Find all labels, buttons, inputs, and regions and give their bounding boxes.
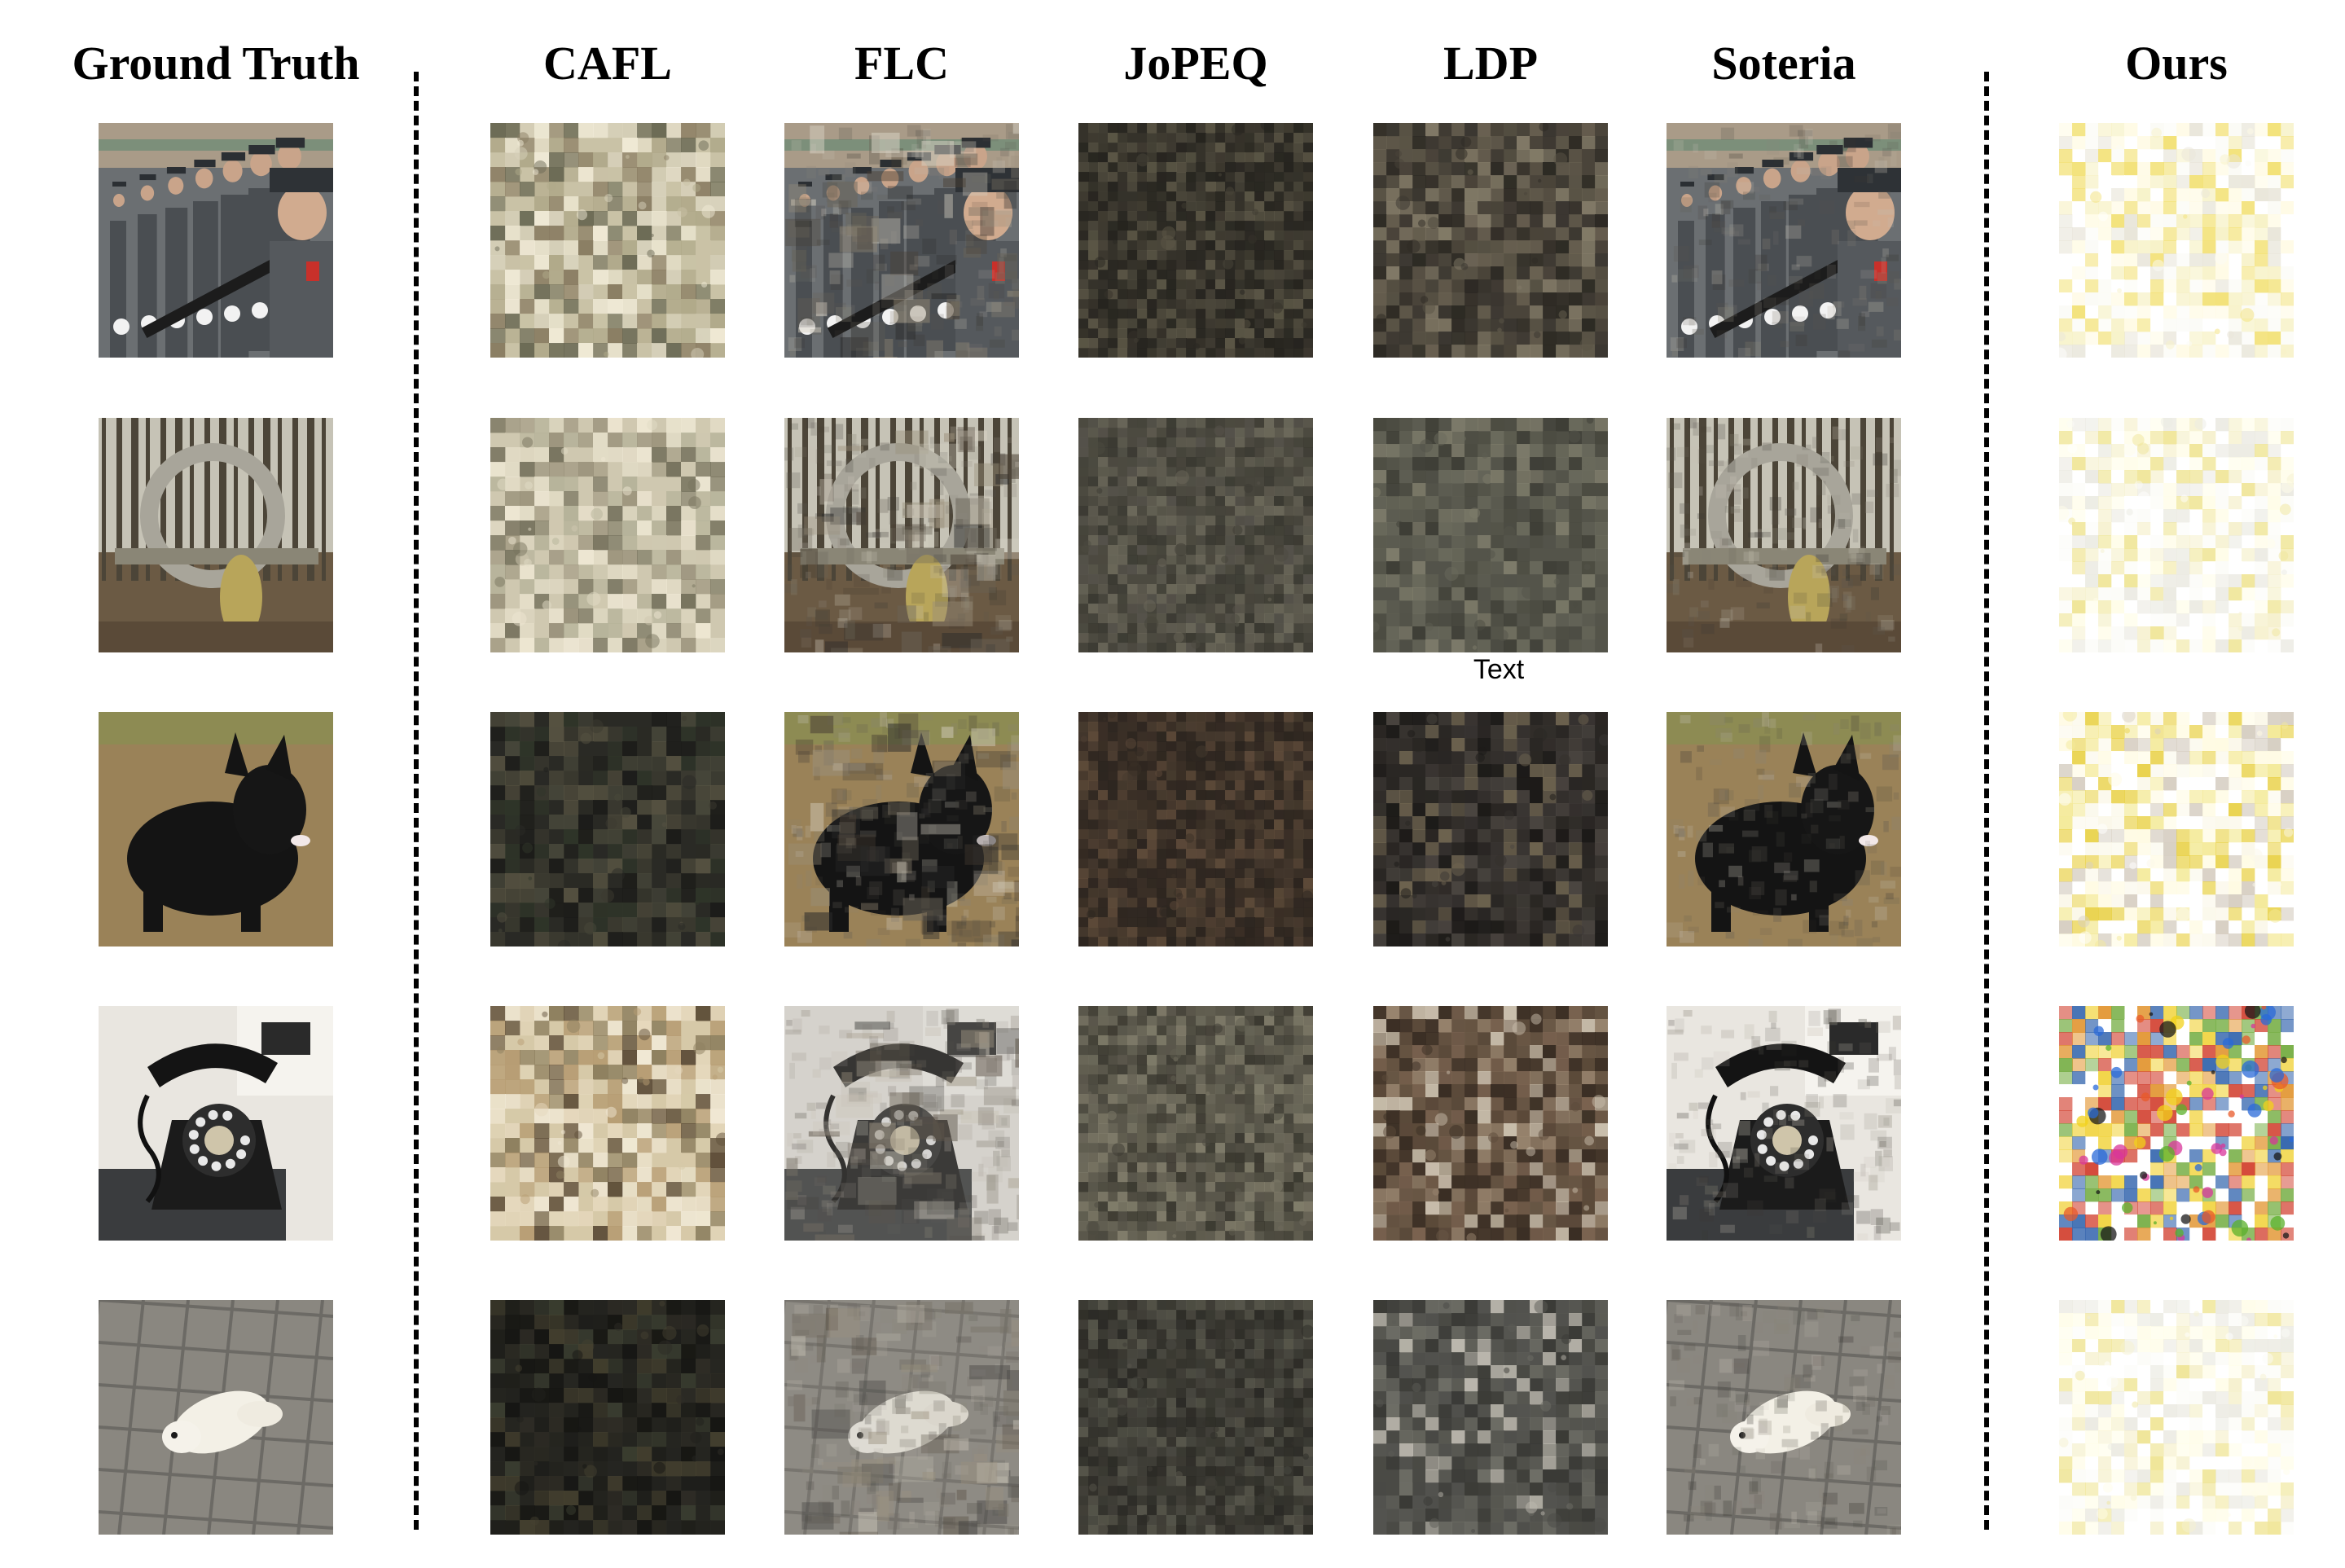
image-soteria-row-5 xyxy=(1667,1300,1901,1535)
image-flc-row-5 xyxy=(784,1300,1019,1535)
image-gt-row-1 xyxy=(99,123,333,358)
image-ldp-row-5 xyxy=(1373,1300,1608,1535)
image-soteria-row-1 xyxy=(1667,123,1901,358)
image-ours-row-5 xyxy=(2059,1300,2294,1535)
column-title-ldp: LDP xyxy=(1443,37,1538,90)
image-jopeq-row-5 xyxy=(1078,1300,1313,1535)
image-cafl-row-2 xyxy=(490,418,725,652)
image-gt-row-3 xyxy=(99,712,333,947)
column-title-soteria: Soteria xyxy=(1711,37,1856,90)
image-flc-row-3 xyxy=(784,712,1019,947)
image-flc-row-1 xyxy=(784,123,1019,358)
image-soteria-row-4 xyxy=(1667,1006,1901,1241)
image-ours-row-3 xyxy=(2059,712,2294,947)
image-ours-row-1 xyxy=(2059,123,2294,358)
image-soteria-row-3 xyxy=(1667,712,1901,947)
image-ours-row-4 xyxy=(2059,1006,2294,1241)
image-ours-row-2 xyxy=(2059,418,2294,652)
image-ldp-row-3 xyxy=(1373,712,1608,947)
image-jopeq-row-2 xyxy=(1078,418,1313,652)
image-jopeq-row-4 xyxy=(1078,1006,1313,1241)
floating-text-label: Text xyxy=(1473,654,1525,685)
image-ldp-row-4 xyxy=(1373,1006,1608,1241)
image-soteria-row-2 xyxy=(1667,418,1901,652)
image-cafl-row-1 xyxy=(490,123,725,358)
image-cafl-row-5 xyxy=(490,1300,725,1535)
image-gt-row-5 xyxy=(99,1300,333,1535)
image-gt-row-2 xyxy=(99,418,333,652)
image-jopeq-row-1 xyxy=(1078,123,1313,358)
divider-right xyxy=(1984,72,1989,1530)
image-gt-row-4 xyxy=(99,1006,333,1241)
column-title-cafl: CAFL xyxy=(543,37,672,90)
image-ldp-row-1 xyxy=(1373,123,1608,358)
image-jopeq-row-3 xyxy=(1078,712,1313,947)
column-title-ground-truth: Ground Truth xyxy=(72,37,360,90)
image-ldp-row-2 xyxy=(1373,418,1608,652)
image-cafl-row-3 xyxy=(490,712,725,947)
column-title-flc: FLC xyxy=(854,37,949,90)
image-flc-row-4 xyxy=(784,1006,1019,1241)
column-title-jopeq: JoPEQ xyxy=(1123,37,1268,90)
column-title-ours: Ours xyxy=(2125,37,2228,90)
image-flc-row-2 xyxy=(784,418,1019,652)
image-cafl-row-4 xyxy=(490,1006,725,1241)
divider-left xyxy=(414,72,419,1530)
